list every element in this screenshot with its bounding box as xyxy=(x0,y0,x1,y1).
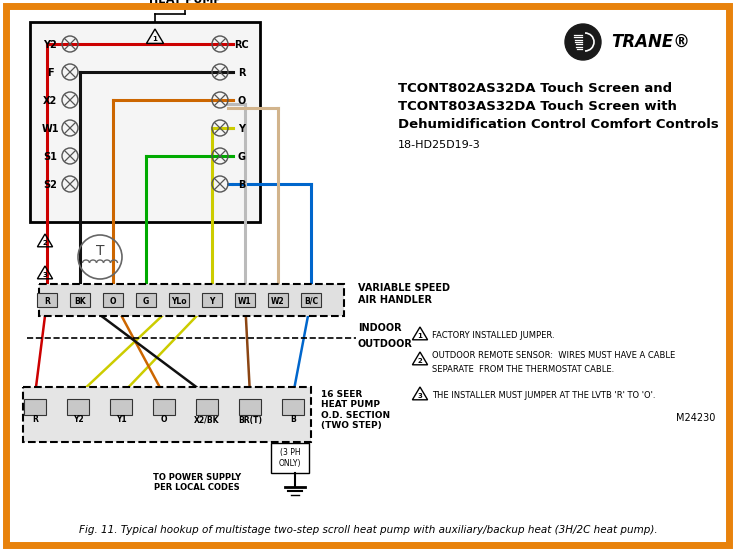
Text: YLo: YLo xyxy=(171,296,187,305)
Text: 3: 3 xyxy=(43,272,48,278)
Text: Y: Y xyxy=(209,296,215,305)
Text: OUTDOOR REMOTE SENSOR:  WIRES MUST HAVE A CABLE: OUTDOOR REMOTE SENSOR: WIRES MUST HAVE A… xyxy=(432,350,675,359)
Text: Fig. 11. Typical hookup of multistage two-step scroll heat pump with auxiliary/b: Fig. 11. Typical hookup of multistage tw… xyxy=(79,525,657,535)
Text: 1: 1 xyxy=(417,333,423,339)
Text: B: B xyxy=(290,415,296,424)
Bar xyxy=(239,399,261,415)
Text: Y: Y xyxy=(238,124,245,134)
Text: 2: 2 xyxy=(417,358,423,364)
Text: TO POWER SUPPLY
PER LOCAL CODES: TO POWER SUPPLY PER LOCAL CODES xyxy=(153,473,241,493)
Text: O: O xyxy=(110,296,116,305)
Text: 2: 2 xyxy=(43,240,47,246)
Text: X2: X2 xyxy=(43,96,57,106)
Text: T: T xyxy=(96,244,104,258)
Bar xyxy=(136,293,156,307)
Text: RC: RC xyxy=(234,40,249,50)
Text: TCONT802AS32DA Touch Screen and: TCONT802AS32DA Touch Screen and xyxy=(398,82,672,95)
Text: B/C: B/C xyxy=(304,296,318,305)
Text: R: R xyxy=(44,296,50,305)
Bar xyxy=(169,293,189,307)
Bar xyxy=(70,293,90,307)
Text: 16 SEER
HEAT PUMP
O.D. SECTION
(TWO STEP): 16 SEER HEAT PUMP O.D. SECTION (TWO STEP… xyxy=(321,390,390,430)
Bar xyxy=(282,399,304,415)
Text: S2: S2 xyxy=(43,180,57,190)
Text: TCONT803AS32DA Touch Screen with: TCONT803AS32DA Touch Screen with xyxy=(398,100,677,113)
Text: W1: W1 xyxy=(238,296,252,305)
Text: 3: 3 xyxy=(417,393,423,399)
Bar xyxy=(110,399,132,415)
Text: BK: BK xyxy=(74,296,86,305)
Bar xyxy=(67,399,89,415)
Text: O: O xyxy=(238,96,246,106)
Text: (3 PH
ONLY): (3 PH ONLY) xyxy=(279,449,301,468)
Bar xyxy=(39,284,344,316)
Text: TRANE®: TRANE® xyxy=(611,33,690,51)
Text: B: B xyxy=(238,180,245,190)
Bar xyxy=(235,293,255,307)
Text: W1: W1 xyxy=(41,124,59,134)
Text: X2/BK: X2/BK xyxy=(194,415,220,424)
Bar xyxy=(23,387,311,442)
Circle shape xyxy=(565,24,601,60)
Text: Y2: Y2 xyxy=(43,40,57,50)
Bar xyxy=(103,293,123,307)
Text: OUTDOOR: OUTDOOR xyxy=(358,339,413,349)
Text: G: G xyxy=(143,296,149,305)
Bar xyxy=(301,293,321,307)
Text: G: G xyxy=(238,152,246,162)
Text: VARIABLE SPEED
AIR HANDLER: VARIABLE SPEED AIR HANDLER xyxy=(358,283,450,305)
Text: F: F xyxy=(47,68,54,78)
Text: THE INSTALLER MUST JUMPER AT THE LVTB 'R' TO 'O'.: THE INSTALLER MUST JUMPER AT THE LVTB 'R… xyxy=(432,391,656,399)
Text: R: R xyxy=(32,415,38,424)
Bar xyxy=(153,399,175,415)
Bar xyxy=(196,399,218,415)
Text: BR(T): BR(T) xyxy=(238,415,262,424)
Bar xyxy=(30,22,260,222)
Text: SEPARATE  FROM THE THERMOSTAT CABLE.: SEPARATE FROM THE THERMOSTAT CABLE. xyxy=(432,365,614,374)
Bar xyxy=(268,293,288,307)
Text: S1: S1 xyxy=(43,152,57,162)
Text: W2: W2 xyxy=(271,296,284,305)
Text: Y2: Y2 xyxy=(73,415,83,424)
Bar xyxy=(24,399,46,415)
Bar xyxy=(271,443,309,473)
Text: 18-HD25D19-3: 18-HD25D19-3 xyxy=(398,140,481,150)
Text: M24230: M24230 xyxy=(675,413,715,423)
Text: Dehumidification Control Comfort Controls: Dehumidification Control Comfort Control… xyxy=(398,118,719,131)
Text: FACTORY INSTALLED JUMPER.: FACTORY INSTALLED JUMPER. xyxy=(432,331,555,339)
Text: 1: 1 xyxy=(153,36,157,42)
Text: INDOOR: INDOOR xyxy=(358,323,401,333)
Text: HEAT PUMP: HEAT PUMP xyxy=(148,0,221,5)
Bar xyxy=(37,293,57,307)
Text: R: R xyxy=(238,68,245,78)
Bar xyxy=(202,293,222,307)
Text: O: O xyxy=(161,415,168,424)
Text: Y1: Y1 xyxy=(115,415,126,424)
